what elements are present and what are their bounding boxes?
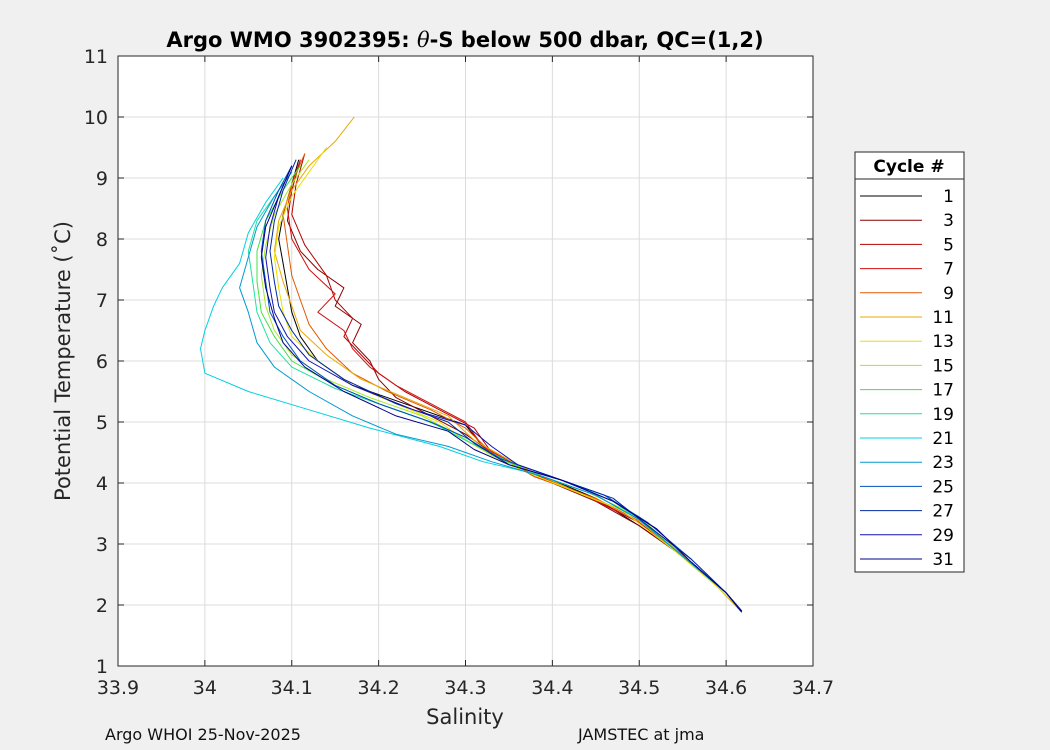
series-cycle-3 [286, 159, 743, 612]
legend-label-29: 29 [932, 526, 954, 546]
legend-label-17: 17 [932, 381, 954, 401]
legend-label-9: 9 [943, 284, 954, 304]
y-tick-label: 8 [96, 229, 108, 251]
legend-label-19: 19 [932, 405, 954, 425]
x-tick-label: 34.5 [618, 677, 660, 699]
series-lines [200, 116, 743, 613]
series-cycle-25 [260, 165, 742, 612]
legend-label-13: 13 [932, 332, 954, 352]
legend-label-1: 1 [943, 187, 954, 207]
footer-left-text: Argo WHOI 25-Nov-2025 [105, 725, 301, 744]
x-tick-label: 34.3 [444, 677, 486, 699]
legend-label-15: 15 [932, 356, 954, 376]
legend-label-31: 31 [932, 550, 954, 570]
legend-box [854, 151, 965, 573]
legend-label-11: 11 [932, 308, 954, 328]
x-tick-label: 34 [193, 677, 217, 699]
series-cycle-7 [286, 159, 742, 612]
x-tick-label: 33.9 [97, 677, 139, 699]
x-axis-label: Salinity [426, 705, 504, 729]
title-prefix: Argo WMO 3902395: [166, 28, 417, 52]
series-cycle-27 [269, 159, 743, 612]
series-cycle-23 [239, 171, 742, 612]
y-tick-label: 6 [96, 351, 108, 373]
y-tick-label: 1 [96, 656, 108, 678]
series-cycle-15 [260, 159, 742, 612]
footer-right-text: JAMSTEC at jma [578, 725, 705, 744]
title-theta: θ [417, 28, 430, 52]
axes: 33.9 34 34.1 34.2 34.3 34.4 34.5 34.6 34.7123456… [84, 46, 834, 699]
y-tick-label: 2 [96, 595, 108, 617]
x-tick-label: 34.6 [705, 677, 747, 699]
legend-label-5: 5 [943, 235, 954, 255]
title-suffix: -S below 500 dbar, QC=(1,2) [430, 28, 764, 52]
legend-label-21: 21 [932, 429, 954, 449]
series-cycle-31 [260, 165, 743, 613]
y-tick-label: 3 [96, 534, 108, 556]
legend-label-27: 27 [932, 502, 954, 522]
x-tick-label: 34.2 [357, 677, 399, 699]
legend-title: Cycle # [873, 157, 944, 177]
x-tick-label: 34.1 [271, 677, 313, 699]
x-tick-label: 34.7 [792, 677, 834, 699]
y-axis-label: Potential Temperature (˚C) [51, 221, 75, 501]
x-tick-label: 34.4 [531, 677, 573, 699]
y-tick-label: 7 [96, 290, 108, 312]
y-tick-label: 11 [84, 46, 108, 68]
y-tick-label: 5 [96, 412, 108, 434]
y-tick-label: 9 [96, 168, 108, 190]
legend-label-7: 7 [943, 260, 954, 280]
grid [118, 56, 813, 666]
legend-label-3: 3 [943, 211, 954, 231]
legend-label-23: 23 [932, 453, 954, 473]
y-tick-label: 4 [96, 473, 108, 495]
y-tick-label: 10 [84, 107, 108, 129]
legend-label-25: 25 [932, 477, 954, 497]
chart-title: Argo WMO 3902395: θ-S below 500 dbar, QC… [166, 28, 763, 52]
